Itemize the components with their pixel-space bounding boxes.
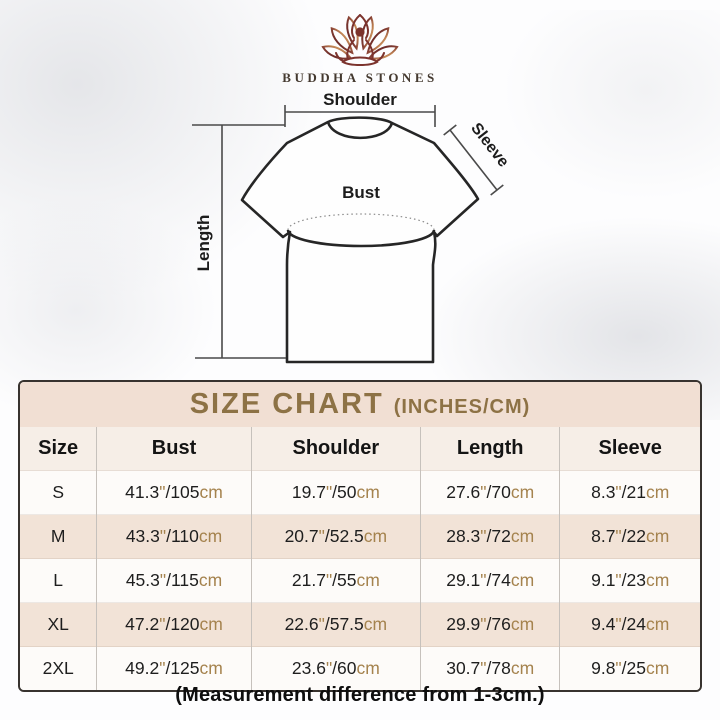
shoulder-cell: 23.6"/60cm	[250, 646, 421, 690]
sleeve-cell: 9.4"/24cm	[559, 602, 700, 647]
size-chart-title-units: (INCHES/CM)	[393, 396, 531, 418]
bust-cell: 41.3"/105cm	[96, 470, 252, 515]
bust-cell: 45.3"/115cm	[96, 558, 252, 603]
shoulder-dimension-line	[284, 105, 436, 127]
table-row: M 43.3"/110cm 20.7"/52.5cm 28.3"/72cm 8.7"/2…	[20, 514, 700, 559]
size-table-body: S 41.3"/105cm 19.7"/50cm 27.6"/70cm 8.3"/21c…	[20, 470, 700, 690]
sleeve-cell: 9.8"/25cm	[559, 646, 700, 690]
table-row: 2XL 49.2"/125cm 23.6"/60cm 30.7"/78cm 9.8"/2…	[20, 646, 700, 690]
size-cell: XL	[20, 602, 97, 647]
size-chart-title: SIZE CHART (INCHES/CM)	[20, 382, 700, 427]
shoulder-cell: 21.7"/55cm	[250, 558, 421, 603]
brand-logo: BUDDHA STONES	[0, 6, 720, 86]
brand-name: BUDDHA STONES	[282, 70, 438, 85]
length-cell: 29.1"/74cm	[419, 558, 560, 603]
size-table: Size Bust Shoulder Length Sleeve S 41.3"/…	[20, 427, 700, 690]
column-header-shoulder: Shoulder	[250, 427, 421, 471]
size-cell: 2XL	[20, 646, 97, 690]
length-cell: 28.3"/72cm	[419, 514, 560, 559]
bust-line-dotted	[287, 213, 435, 231]
size-chart: SIZE CHART (INCHES/CM) Size Bust Shoulde…	[18, 380, 702, 692]
length-cell: 27.6"/70cm	[419, 470, 560, 515]
size-chart-title-main: SIZE CHART	[189, 388, 384, 420]
lotus-meditation-icon	[321, 14, 399, 66]
sleeve-dimension-line	[443, 124, 504, 196]
table-row: L 45.3"/115cm 21.7"/55cm 29.1"/74cm 9.1"/23c…	[20, 558, 700, 603]
table-header-row: Size Bust Shoulder Length Sleeve	[20, 427, 700, 471]
shoulder-label: Shoulder	[323, 90, 397, 109]
length-dimension-line	[192, 124, 286, 359]
tshirt-outline	[240, 116, 480, 364]
tshirt-measurement-diagram: Shoulder Length Sleeve Bust	[192, 90, 512, 364]
length-label: Length	[194, 215, 213, 272]
column-header-size: Size	[20, 427, 97, 471]
bust-cell: 49.2"/125cm	[96, 646, 252, 690]
bust-label: Bust	[342, 183, 380, 202]
sleeve-cell: 8.7"/22cm	[559, 514, 700, 559]
shoulder-cell: 20.7"/52.5cm	[250, 514, 421, 559]
sleeve-cell: 9.1"/23cm	[559, 558, 700, 603]
shoulder-cell: 22.6"/57.5cm	[250, 602, 421, 647]
bust-cell: 47.2"/120cm	[96, 602, 252, 647]
size-cell: S	[20, 470, 97, 515]
column-header-sleeve: Sleeve	[559, 427, 700, 471]
bust-cell: 43.3"/110cm	[96, 514, 252, 559]
column-header-length: Length	[419, 427, 560, 471]
size-cell: M	[20, 514, 97, 559]
length-cell: 30.7"/78cm	[419, 646, 560, 690]
size-cell: L	[20, 558, 97, 603]
length-cell: 29.9"/76cm	[419, 602, 560, 647]
shoulder-cell: 19.7"/50cm	[250, 470, 421, 515]
collar-line	[326, 121, 394, 140]
column-header-bust: Bust	[96, 427, 252, 471]
table-row: S 41.3"/105cm 19.7"/50cm 27.6"/70cm 8.3"/21c…	[20, 470, 700, 515]
sleeve-label: Sleeve	[467, 120, 512, 171]
bust-line-solid	[286, 229, 436, 248]
sleeve-cell: 8.3"/21cm	[559, 470, 700, 515]
table-row: XL 47.2"/120cm 22.6"/57.5cm 29.9"/76cm 9.4"/…	[20, 602, 700, 647]
measurement-note: (Measurement difference from 1-3cm.)	[175, 684, 545, 706]
